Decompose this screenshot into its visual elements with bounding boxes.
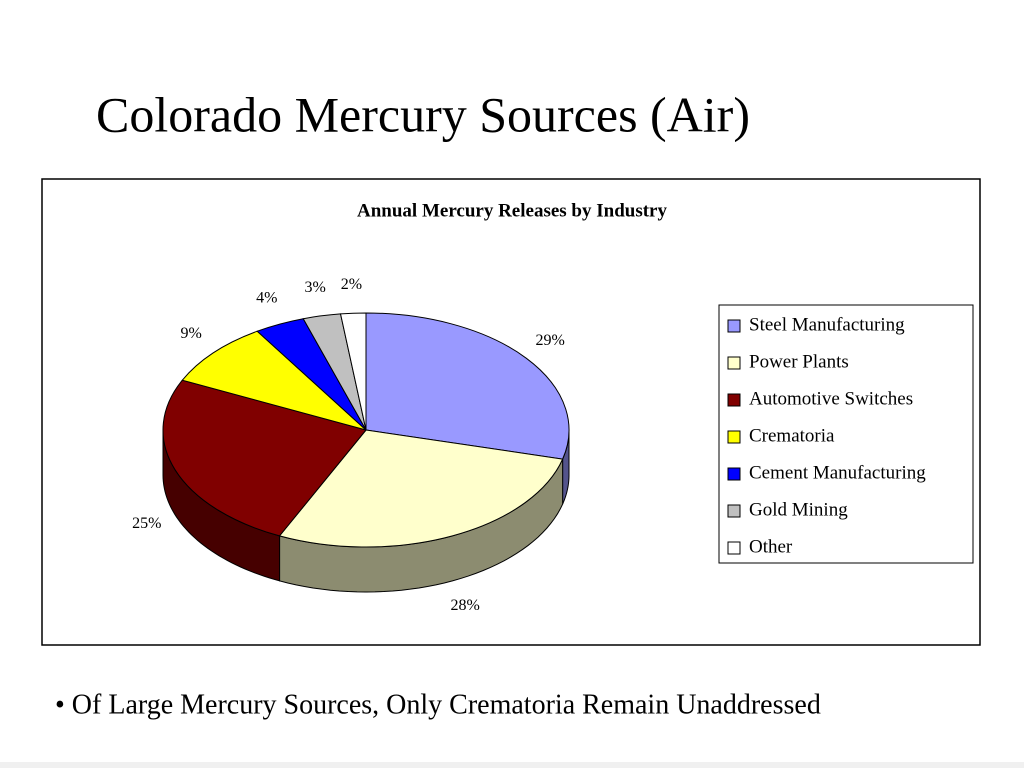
data-label: 9%: [181, 325, 202, 342]
legend-label: Other: [749, 536, 793, 557]
legend-swatch: [727, 319, 741, 333]
legend-label: Steel Manufacturing: [749, 314, 905, 335]
legend-label: Gold Mining: [749, 499, 848, 520]
footer-strip: [0, 762, 1024, 768]
legend-label: Automotive Switches: [749, 388, 913, 409]
legend-swatch: [727, 430, 741, 444]
legend-swatch: [727, 356, 741, 370]
data-label: 4%: [256, 289, 277, 306]
data-label: 28%: [451, 597, 480, 614]
legend-box: [718, 304, 974, 564]
bullet-text: • Of Large Mercury Sources, Only Cremato…: [55, 689, 821, 720]
legend-swatch: [727, 541, 741, 555]
legend-swatch: [727, 504, 741, 518]
pie-slice: [278, 429, 564, 548]
legend-label: Crematoria: [749, 425, 835, 446]
legend-label: Cement Manufacturing: [749, 462, 926, 483]
pie-slice: [181, 330, 367, 431]
legend-label: Power Plants: [749, 351, 849, 372]
pie-slice: [162, 379, 367, 537]
data-label: 2%: [341, 276, 362, 293]
legend-swatch: [727, 393, 741, 407]
data-label: 3%: [305, 279, 326, 296]
chart-title: Annual Mercury Releases by Industry: [357, 200, 667, 221]
data-label: 29%: [535, 332, 564, 349]
data-label: 25%: [132, 515, 161, 532]
slide-title: Colorado Mercury Sources (Air): [96, 86, 750, 142]
pie-slice: [365, 312, 570, 460]
legend-swatch: [727, 467, 741, 481]
pie-slice: [339, 312, 367, 431]
